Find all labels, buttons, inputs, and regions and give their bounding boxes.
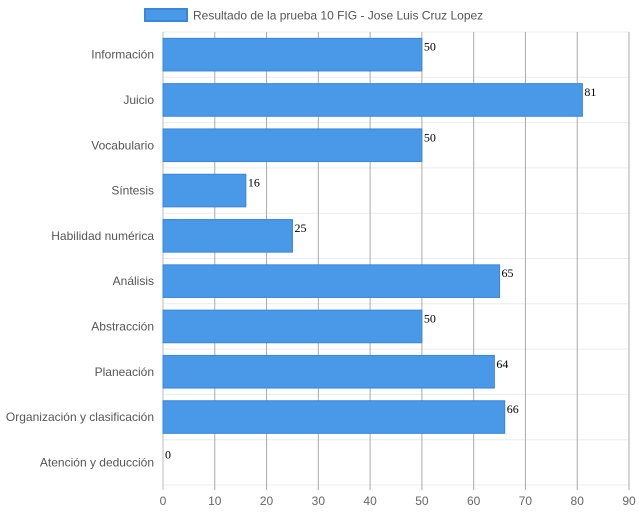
bar[interactable] xyxy=(162,219,293,253)
category-label: Atención y deducción xyxy=(40,455,154,469)
bar[interactable] xyxy=(162,37,423,72)
category-label: Vocabulario xyxy=(91,138,154,152)
bar[interactable] xyxy=(162,173,247,208)
data-label: 0 xyxy=(165,447,171,461)
category-label: Análisis xyxy=(113,274,154,288)
bar[interactable] xyxy=(162,128,423,163)
data-label: 65 xyxy=(502,266,514,280)
category-label: Organización y clasificación xyxy=(6,410,154,424)
data-label: 64 xyxy=(496,357,508,371)
data-labels: 50 81 50 16 25 65 50 64 66 0 xyxy=(165,40,596,462)
legend[interactable]: Resultado de la prueba 10 FIG - Jose Lui… xyxy=(144,8,483,23)
x-tick-label: 20 xyxy=(260,494,274,508)
category-label: Abstracción xyxy=(91,319,154,333)
x-tick-label: 30 xyxy=(312,494,326,508)
category-label: Información xyxy=(91,48,154,62)
data-label: 16 xyxy=(248,176,260,190)
data-label: 50 xyxy=(424,40,436,54)
data-label: 25 xyxy=(294,221,306,235)
x-tick-label: 80 xyxy=(571,494,585,508)
x-tick-label: 70 xyxy=(519,494,533,508)
x-tick-label: 40 xyxy=(363,494,377,508)
data-label: 50 xyxy=(424,130,436,144)
bar[interactable] xyxy=(162,400,506,434)
data-label: 66 xyxy=(507,402,519,416)
legend-swatch[interactable] xyxy=(144,8,188,22)
bar[interactable] xyxy=(162,354,495,389)
category-label: Juicio xyxy=(123,93,154,107)
category-label: Habilidad numérica xyxy=(51,229,154,243)
data-label: 81 xyxy=(584,85,596,99)
bars xyxy=(162,37,583,434)
category-label: Síntesis xyxy=(111,184,154,198)
axes: 0 10 20 30 40 50 60 70 80 90 Información Juicio Voca… xyxy=(6,48,636,508)
data-label: 50 xyxy=(424,311,436,325)
x-tick-label: 50 xyxy=(415,494,429,508)
x-tick-label: 90 xyxy=(622,494,636,508)
legend-label[interactable]: Resultado de la prueba 10 FIG - Jose Lui… xyxy=(193,9,483,23)
x-tick-label: 10 xyxy=(208,494,222,508)
x-tick-label: 60 xyxy=(467,494,481,508)
bar[interactable] xyxy=(162,309,423,344)
bar[interactable] xyxy=(162,264,501,298)
bar[interactable] xyxy=(162,83,583,117)
category-label: Planeación xyxy=(95,365,154,379)
x-tick-label: 0 xyxy=(160,494,167,508)
